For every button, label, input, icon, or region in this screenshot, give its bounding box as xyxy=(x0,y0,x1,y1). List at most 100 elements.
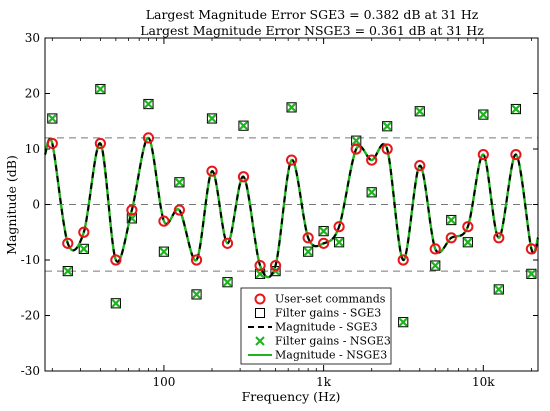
nsge3-gain-marker xyxy=(143,99,154,109)
sge3-gain-marker xyxy=(78,243,89,255)
sge3-gain-marker xyxy=(286,102,297,113)
sge3-gain-marker xyxy=(430,260,441,271)
nsge3-gain-marker xyxy=(287,102,297,112)
nsge3-gain-marker xyxy=(415,106,425,116)
user-set-marker xyxy=(445,232,457,244)
y-tick-label: 30 xyxy=(25,31,40,45)
y-axis-label: Magnitude (dB) xyxy=(4,155,19,255)
x-tick-label: 10k xyxy=(472,375,495,389)
user-set-marker xyxy=(525,243,537,255)
sge3-gain-marker xyxy=(398,317,409,328)
sge3-gain-marker xyxy=(382,121,393,132)
sge3-gain-marker xyxy=(47,113,58,124)
legend-label-sge3-magnitude: Magnitude - SGE3 xyxy=(275,321,378,334)
sge3-gain-marker xyxy=(493,284,504,295)
nsge3-gain-marker xyxy=(174,177,184,187)
legend-box xyxy=(240,287,392,365)
user-set-marker xyxy=(510,148,522,161)
nsge3-gain-marker xyxy=(222,277,233,287)
user-set-marker xyxy=(414,160,426,172)
nsge3-gain-marker xyxy=(79,244,89,254)
nsge3-gain-marker xyxy=(319,226,329,236)
user-set-markers xyxy=(46,132,537,272)
nsge3-gain-marker xyxy=(430,260,440,271)
nsge3-gain-marker xyxy=(351,136,361,146)
sge3-gain-marker xyxy=(333,237,345,248)
sge3-gain-marker xyxy=(110,298,121,309)
sge3-gain-marker xyxy=(303,246,314,257)
x-tick-label: 1k xyxy=(316,375,332,389)
user-set-marker xyxy=(350,143,362,155)
nsge3-gain-marker xyxy=(63,266,73,276)
legend-user-set-marker xyxy=(254,293,266,305)
sge3-gain-marker xyxy=(462,237,473,248)
user-set-marker xyxy=(269,259,282,272)
user-set-marker xyxy=(142,132,155,144)
legend-nsge3-gain-marker xyxy=(255,336,265,346)
y-tick-label: 10 xyxy=(25,142,40,156)
nsge3-gain-marker xyxy=(398,317,408,327)
legend-label-nsge3-gains: Filter gains - NSGE3 xyxy=(275,335,391,348)
reference-lines xyxy=(45,137,538,272)
sge3-gain-marker xyxy=(95,83,106,95)
y-tick-label: -20 xyxy=(21,309,40,323)
nsge3-gain-marker xyxy=(111,298,121,308)
sge3-gain-marker xyxy=(174,177,185,188)
user-set-marker xyxy=(173,204,186,216)
sge3-gain-marker xyxy=(191,289,202,300)
sge3-gain-marker xyxy=(158,246,170,257)
user-set-marker xyxy=(110,254,122,266)
nsge3-gain-marker xyxy=(382,121,392,131)
user-set-marker xyxy=(302,232,314,244)
nsge3-gain-marker xyxy=(526,269,536,279)
sge3-gain-marker xyxy=(206,113,218,124)
y-tick-label: 0 xyxy=(32,198,40,212)
sge3-gain-marker xyxy=(62,266,73,277)
nsge3-gain-marker xyxy=(494,284,504,294)
user-set-marker xyxy=(254,259,266,272)
user-set-marker xyxy=(493,232,505,244)
magnitude-sge3-line xyxy=(44,136,539,279)
user-set-marker xyxy=(126,204,138,216)
user-set-marker xyxy=(237,171,250,183)
legend: User-set commands Filter gains - SGE3 Ma… xyxy=(240,287,392,365)
user-set-marker xyxy=(94,137,106,150)
chart-title-line-1: Largest Magnitude Error SGE3 = 0.382 dB … xyxy=(146,7,479,22)
chart-title-line-2: Largest Magnitude Error NSGE3 = 0.361 dB… xyxy=(140,23,484,38)
user-set-marker xyxy=(206,165,218,177)
nsge3-gain-marker xyxy=(47,113,57,124)
y-tick-label: -30 xyxy=(21,364,40,378)
user-set-marker xyxy=(285,154,298,166)
user-set-marker xyxy=(190,254,203,266)
plot-frame xyxy=(44,37,539,372)
user-set-marker xyxy=(158,215,170,227)
nsge3-gain-marker xyxy=(367,187,377,197)
sge3-gain-marker xyxy=(478,109,489,120)
sge3-gain-marker xyxy=(222,277,233,288)
x-tick-label: 100 xyxy=(152,375,175,389)
legend-label-nsge3-magnitude: Magnitude - NSGE3 xyxy=(275,349,387,362)
user-set-marker xyxy=(46,137,58,150)
sge3-gain-marker xyxy=(318,226,329,237)
nsge3-gain-marker xyxy=(159,247,169,257)
sge3-gain-marker xyxy=(143,98,154,110)
legend-label-user-set: User-set commands xyxy=(275,293,386,306)
sge3-gain-marker xyxy=(414,106,425,117)
sge3-gain-marker xyxy=(446,214,457,226)
y-tick-label: 20 xyxy=(25,87,40,101)
nsge3-gain-marker xyxy=(303,247,313,257)
user-set-marker xyxy=(318,237,330,249)
tick-labels: -30 -20 -10 0 10 20 30 100 1k 10k xyxy=(21,31,496,389)
nsge3-gain-marker xyxy=(478,110,488,120)
nsge3-gain-marker xyxy=(511,104,521,114)
sge3-gain-marker xyxy=(510,103,522,115)
legend-sge3-gain-marker xyxy=(255,308,265,318)
user-set-marker xyxy=(366,154,378,166)
user-set-marker xyxy=(477,148,489,161)
nsge3-gain-marker xyxy=(446,215,456,225)
magnitude-lines xyxy=(43,136,540,279)
user-set-marker xyxy=(429,243,441,255)
sge3-gain-marker xyxy=(238,120,249,131)
y-tick-label: -10 xyxy=(21,253,40,267)
